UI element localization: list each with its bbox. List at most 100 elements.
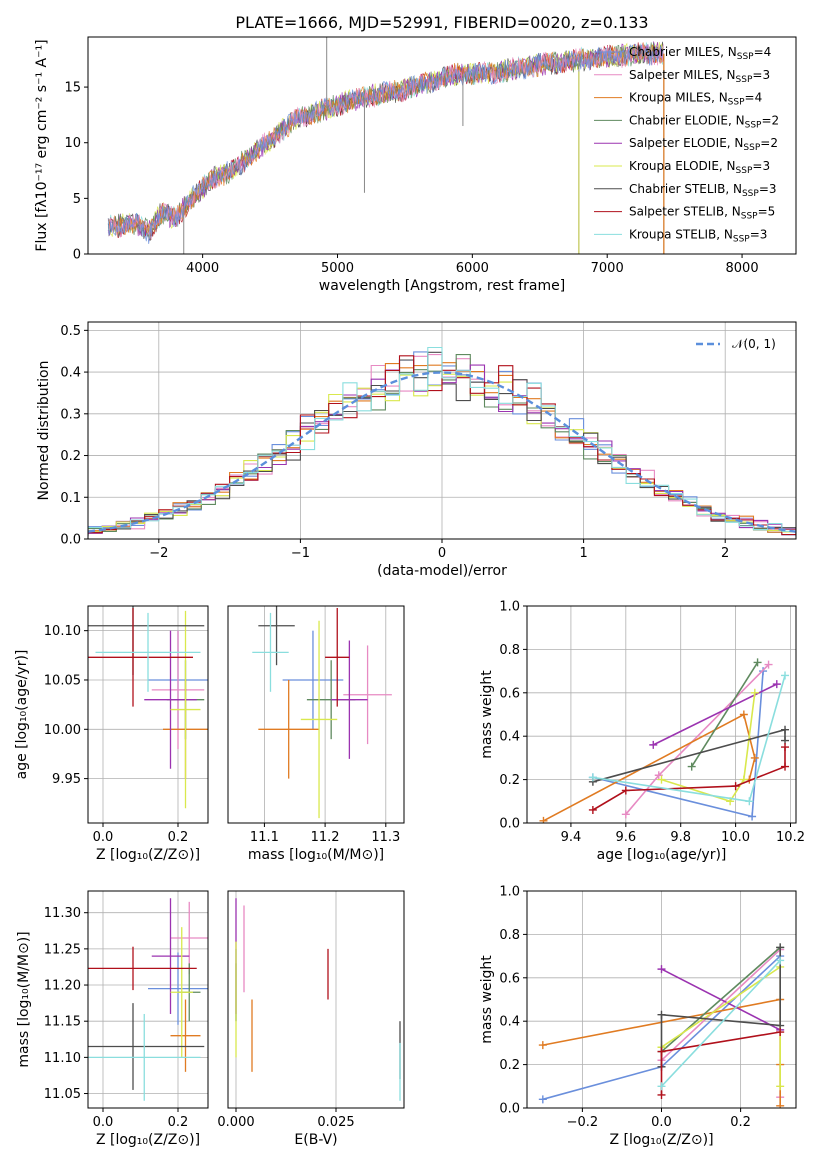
panel-residuals: −2 −1 0 1 2 0.0 0.1 0.2 0.3 0.4 0.5 (data-model)/er… — [36, 321, 797, 579]
y-tick-label: 10.05 — [44, 673, 81, 688]
data-point — [750, 688, 759, 697]
legend-sub: SSP — [736, 166, 753, 176]
plot-area — [235, 898, 401, 1101]
panel-mass-vs-Z: 0.0 0.2 11.05 11.10 11.15 11.20 11.25 11.30 Z [l… — [16, 890, 209, 1148]
legend-sep: , N — [720, 45, 737, 59]
legend-model: Kroupa MILES — [629, 91, 711, 105]
x-tick-label: 5000 — [321, 261, 354, 276]
legend-eq: = — [752, 159, 762, 173]
y-tick-label: 5 — [73, 192, 81, 207]
legend-nssp: 2 — [770, 136, 778, 150]
x-tick-label: 0.2 — [730, 1115, 751, 1130]
x-axis-label: Z [log₁₀(Z/Z⊙)] — [96, 1132, 200, 1148]
legend-nssp: 3 — [769, 182, 777, 196]
y-tick-label: 11.30 — [44, 906, 81, 921]
legend-label: Salpeter STELIB, NSSP=5 — [629, 205, 775, 222]
legend-sub: SSP — [743, 143, 760, 153]
x-tick-label: 11.3 — [371, 830, 400, 845]
legend-sep: , N — [719, 159, 736, 173]
series-line — [652, 683, 778, 746]
x-tick-label: −1 — [291, 546, 310, 561]
data-point — [750, 753, 759, 762]
data-point — [621, 786, 630, 795]
y-tick-label: 1.0 — [499, 885, 520, 900]
legend-nssp: 2 — [772, 113, 780, 127]
legend-model: Chabrier STELIB — [629, 182, 725, 196]
legend-sep: , N — [716, 227, 733, 241]
legend-label: 𝒩(0, 1) — [732, 337, 776, 351]
y-tick-label: 0 — [73, 248, 81, 263]
legend-label: Kroupa ELODIE, NSSP=3 — [629, 159, 770, 176]
x-axis-label: age [log₁₀(age/yr)] — [597, 847, 727, 863]
spectrum-line — [107, 42, 664, 239]
legend-sep: , N — [727, 136, 744, 150]
histogram-step — [88, 346, 796, 535]
legend-model: Kroupa ELODIE — [629, 159, 719, 173]
legend-sep: , N — [719, 68, 736, 82]
data-point — [649, 740, 658, 749]
x-tick-label: 0.2 — [168, 1115, 189, 1130]
data-point — [657, 1082, 666, 1091]
x-tick-label: 9.8 — [670, 830, 691, 845]
axes-frame — [87, 36, 797, 255]
legend-sub: SSP — [741, 212, 758, 222]
y-tick-label: 11.25 — [44, 942, 81, 957]
legend-label: Chabrier STELIB, NSSP=3 — [629, 182, 777, 199]
data-point — [781, 671, 790, 680]
data-point — [776, 943, 785, 952]
series-line — [661, 692, 756, 803]
legend-sub: SSP — [737, 52, 754, 62]
legend-eq: = — [750, 227, 760, 241]
x-tick-label: 6000 — [456, 261, 489, 276]
series-line — [543, 713, 756, 822]
x-tick-label: 0.0 — [93, 830, 114, 845]
legend-model: Kroupa STELIB — [629, 227, 716, 241]
y-tick-label: 0.6 — [499, 686, 520, 701]
spectrum-line — [107, 42, 664, 237]
series-line — [691, 661, 759, 768]
legend-label: Kroupa STELIB, NSSP=3 — [629, 227, 767, 244]
data-point — [687, 762, 696, 771]
x-tick-label: 0 — [438, 546, 446, 561]
data-point — [657, 1047, 666, 1056]
data-point — [776, 1028, 785, 1037]
data-point — [764, 660, 773, 669]
legend-label: Kroupa MILES, NSSP=4 — [629, 91, 762, 108]
spectrum-line — [107, 43, 664, 240]
data-point — [776, 956, 785, 965]
legend-sub: SSP — [745, 120, 762, 130]
y-tick-label: 0.8 — [499, 643, 520, 658]
y-axis-label: Normed distribution — [36, 361, 52, 501]
legend-nssp: 3 — [762, 68, 770, 82]
legend-sep: , N — [711, 91, 728, 105]
x-tick-label: 8000 — [726, 261, 759, 276]
x-axis-label: (data-model)/error — [377, 563, 507, 579]
data-point — [588, 805, 597, 814]
x-tick-label: 4000 — [186, 261, 219, 276]
series-line — [660, 959, 781, 1087]
x-tick-label: 0.0 — [93, 1115, 114, 1130]
legend-sub: SSP — [736, 75, 753, 85]
y-axis-label: mass [log₁₀(M/M⊙)] — [16, 931, 32, 1067]
y-tick-label: 0.2 — [60, 449, 81, 464]
axes-frame — [87, 890, 209, 1109]
x-tick-label: 10.2 — [776, 830, 805, 845]
legend-sep: , N — [728, 113, 745, 127]
grid — [527, 605, 796, 824]
data-point — [657, 1090, 666, 1099]
legend-eq: = — [760, 136, 770, 150]
data-point — [781, 743, 790, 752]
y-tick-label: 1.0 — [499, 600, 520, 615]
x-axis-label: Z [log₁₀(Z/Z⊙)] — [609, 1132, 713, 1148]
legend-eq: = — [758, 205, 768, 219]
series-line — [660, 1031, 781, 1095]
data-point — [654, 771, 663, 780]
y-tick-label: 0.0 — [499, 1102, 520, 1117]
panel-age-vs-mass: 11.1 11.2 11.3 mass [log₁₀(M/M⊙)] — [227, 605, 405, 863]
legend-label: Salpeter ELODIE, NSSP=2 — [629, 136, 778, 153]
x-tick-label: 2 — [721, 546, 729, 561]
data-point — [776, 1101, 785, 1108]
legend-label: Salpeter MILES, NSSP=3 — [629, 68, 770, 85]
